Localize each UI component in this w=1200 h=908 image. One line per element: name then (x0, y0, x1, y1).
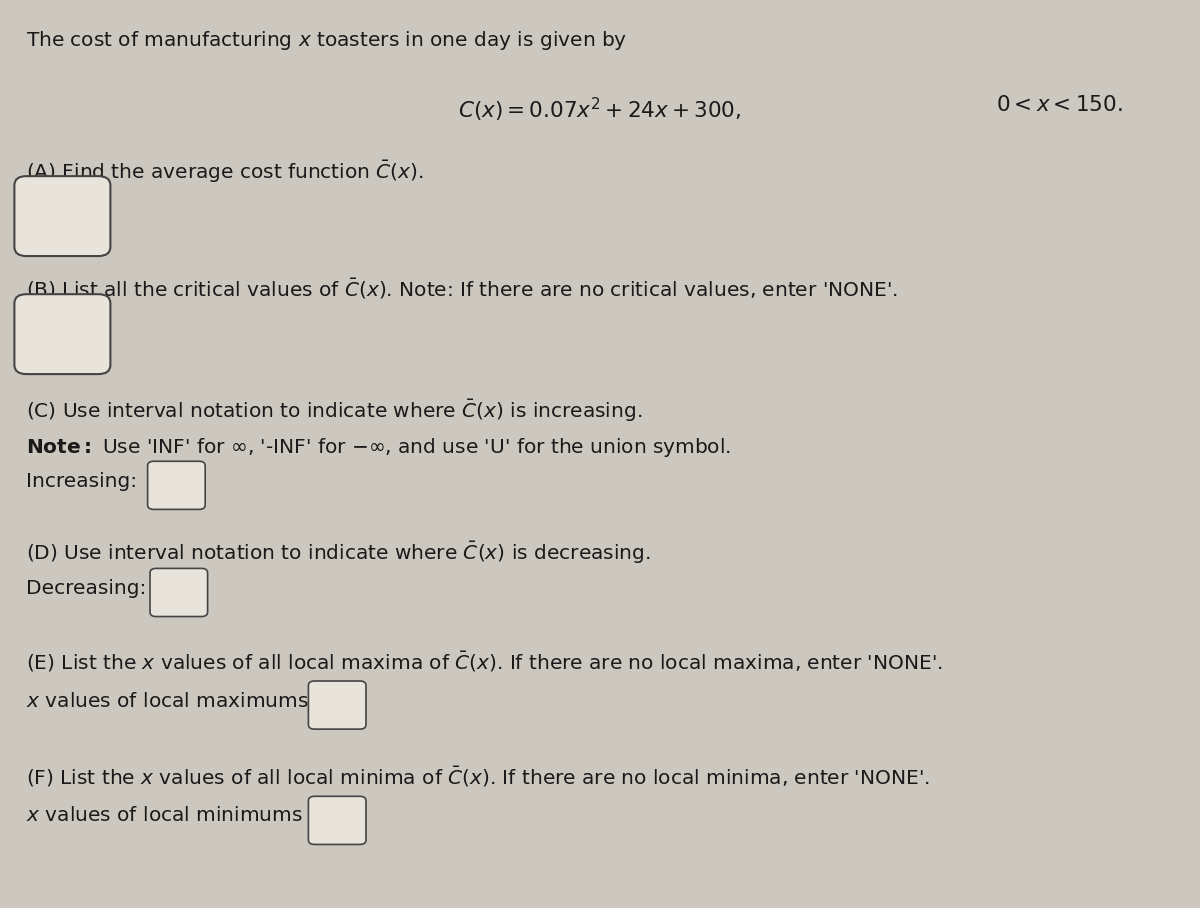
FancyBboxPatch shape (308, 796, 366, 844)
Text: (D) Use interval notation to indicate where $\bar{C}(x)$ is decreasing.: (D) Use interval notation to indicate wh… (26, 540, 650, 567)
Text: $C(x) = 0.07x^2 + 24x + 300,$: $C(x) = 0.07x^2 + 24x + 300,$ (458, 95, 742, 123)
Text: (A) Find the average cost function $\bar{C}(x)$.: (A) Find the average cost function $\bar… (26, 159, 425, 185)
Text: (F) List the $x$ values of all local minima of $\bar{C}(x)$. If there are no loc: (F) List the $x$ values of all local min… (26, 765, 930, 788)
Text: (C) Use interval notation to indicate where $\bar{C}(x)$ is increasing.: (C) Use interval notation to indicate wh… (26, 398, 643, 424)
Text: The cost of manufacturing $x$ toasters in one day is given by: The cost of manufacturing $x$ toasters i… (26, 29, 628, 52)
Text: Increasing:: Increasing: (26, 472, 138, 491)
FancyBboxPatch shape (14, 294, 110, 374)
Text: $\mathbf{Note:}$ Use 'INF' for $\infty$, '-INF' for $-\infty$, and use 'U' for t: $\mathbf{Note:}$ Use 'INF' for $\infty$,… (26, 436, 732, 459)
FancyBboxPatch shape (308, 681, 366, 729)
FancyBboxPatch shape (148, 461, 205, 509)
Text: Decreasing:: Decreasing: (26, 579, 146, 598)
Text: (E) List the $x$ values of all local maxima of $\bar{C}(x)$. If there are no loc: (E) List the $x$ values of all local max… (26, 650, 943, 674)
Text: $0 < x < 150.$: $0 < x < 150.$ (996, 95, 1123, 115)
Text: $x$ values of local minimums $=$: $x$ values of local minimums $=$ (26, 806, 329, 825)
FancyBboxPatch shape (150, 568, 208, 617)
Text: (B) List all the critical values of $\bar{C}(x)$. Note: If there are no critical: (B) List all the critical values of $\ba… (26, 277, 899, 301)
FancyBboxPatch shape (14, 176, 110, 256)
Text: $x$ values of local maximums $=$: $x$ values of local maximums $=$ (26, 692, 335, 711)
